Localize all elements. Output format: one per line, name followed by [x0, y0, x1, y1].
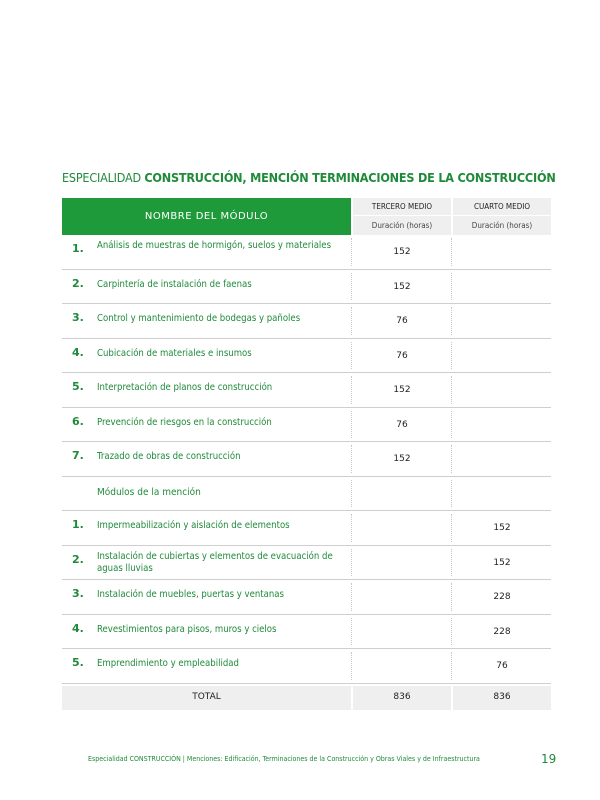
total-row: TOTAL 836 836: [62, 685, 551, 710]
modules-table: NOMBRE DEL MÓDULO TERCERO MEDIO Duración…: [62, 198, 551, 710]
title-bold: CONSTRUCCIÓN, MENCIÓN TERMINACIONES DE L…: [144, 170, 556, 185]
module-name: Control y mantenimiento de bodegas y pañ…: [97, 313, 301, 324]
module-name: Impermeabilización y aislación de elemen…: [97, 520, 290, 531]
total-cuarto: 836: [493, 691, 511, 702]
tercero-hours: 152: [393, 454, 411, 464]
table-row: 2. Carpintería de instalación de faenas 15…: [62, 270, 551, 304]
table-header: NOMBRE DEL MÓDULO TERCERO MEDIO Duración…: [62, 198, 551, 235]
header-module-name: NOMBRE DEL MÓDULO: [62, 198, 351, 235]
cuarto-hours: 76: [496, 661, 508, 671]
table-row: 7. Trazado de obras de construcción 152: [62, 442, 551, 477]
mention-heading-row: Módulos de la mención: [62, 477, 551, 511]
tercero-hours: 152: [393, 247, 411, 257]
module-number: 7.: [72, 449, 84, 462]
table-row: 1. Impermeabilización y aislación de elem…: [62, 511, 551, 546]
total-label: TOTAL: [192, 691, 221, 702]
table-row: 6. Prevención de riesgos en la construcci…: [62, 408, 551, 442]
cuarto-hours: 228: [493, 626, 511, 637]
module-name: Instalación de muebles, puertas y ventan…: [97, 589, 284, 600]
cuarto-hours: 228: [493, 592, 511, 602]
module-name: Análisis de muestras de hormigón, suelos…: [97, 240, 332, 251]
table-row: 4. Cubicación de materiales e insumos 76: [62, 339, 551, 373]
tercero-hours: 152: [393, 385, 411, 395]
tercero-hours: 76: [396, 350, 408, 361]
table-row: 5. Interpretación de planos de construcci…: [62, 373, 551, 408]
table-row: 3. Instalación de muebles, puertas y vent…: [62, 580, 551, 615]
header-tercero: TERCERO MEDIO Duración (horas): [353, 198, 451, 235]
module-number: 2.: [72, 276, 84, 290]
page-footer: Especialidad CONSTRUCCIÓN | Menciones: E…: [88, 755, 480, 763]
table-row: 1. Análisis de muestras de hormigón, suel…: [62, 235, 551, 270]
header-tercero-level: TERCERO MEDIO: [353, 198, 451, 216]
table-row: 3. Control y mantenimiento de bodegas y p…: [62, 304, 551, 339]
module-name: Interpretación de planos de construcción: [97, 382, 273, 393]
header-cuarto-duration: Duración (horas): [471, 221, 533, 230]
module-number: 4.: [72, 345, 84, 359]
module-number: 5.: [72, 380, 84, 393]
module-name: Instalación de cubiertas y elementos de …: [97, 550, 333, 574]
page-title: ESPECIALIDAD CONSTRUCCIÓN, MENCIÓN TERMI…: [62, 170, 562, 185]
tercero-hours: 76: [396, 316, 408, 326]
table-row: 4. Revestimientos para pisos, muros y cie…: [62, 615, 551, 649]
title-prefix: ESPECIALIDAD: [62, 170, 141, 185]
tercero-hours: 76: [396, 419, 408, 430]
table-body: 1. Análisis de muestras de hormigón, suel…: [62, 235, 551, 684]
module-number: 3.: [72, 311, 84, 324]
tercero-hours: 152: [393, 281, 411, 292]
module-name: Carpintería de instalación de faenas: [97, 278, 252, 290]
module-name: Emprendimiento y empleabilidad: [97, 658, 239, 669]
module-number: 6.: [72, 414, 84, 428]
module-name: Revestimientos para pisos, muros y cielo…: [97, 623, 277, 635]
module-number: 1.: [72, 518, 84, 531]
page-number: 19: [541, 752, 557, 766]
cuarto-hours: 152: [493, 523, 511, 533]
module-number: 5.: [72, 656, 84, 669]
module-number: 3.: [72, 587, 84, 600]
table-row: 5. Emprendimiento y empleabilidad 76: [62, 649, 551, 684]
mention-heading: Módulos de la mención: [97, 486, 201, 498]
table-row: 2. Instalación de cubiertas y elementos d…: [62, 546, 551, 580]
module-number: 4.: [72, 621, 84, 635]
header-cuarto-level: CUARTO MEDIO: [453, 198, 551, 216]
cuarto-hours: 152: [493, 557, 511, 568]
module-name: Cubicación de materiales e insumos: [97, 347, 252, 359]
module-number: 2.: [72, 552, 84, 566]
module-number: 1.: [72, 242, 84, 255]
header-tercero-duration: Duración (horas): [371, 221, 433, 230]
header-cuarto: CUARTO MEDIO Duración (horas): [453, 198, 551, 235]
module-name: Prevención de riesgos en la construcción: [97, 416, 272, 428]
total-tercero: 836: [353, 691, 451, 702]
module-name: Trazado de obras de construcción: [97, 451, 241, 462]
